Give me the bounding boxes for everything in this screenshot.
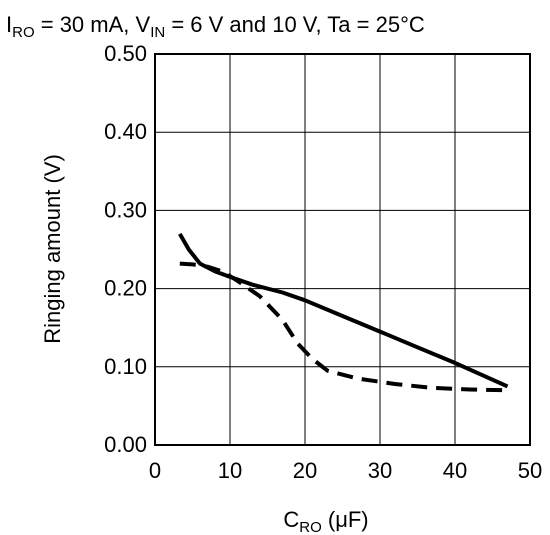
y-tick-labels: 0.00 0.10 0.20 0.30 0.40 0.50 (104, 41, 147, 457)
title-current-value: = 30 mA, (35, 12, 136, 37)
series-line-solid (178, 232, 509, 389)
y-tick-label: 0.50 (104, 41, 147, 66)
series-group (178, 232, 509, 393)
x-tick-label: 40 (443, 458, 467, 483)
y-tick-label: 0.40 (104, 119, 147, 144)
x-axis-unit: (μF) (322, 507, 369, 532)
chart-title: IRO = 30 mA, VIN = 6 V and 10 V, Ta = 25… (6, 12, 425, 41)
plot-frame (154, 53, 531, 446)
grid-lines (155, 54, 530, 445)
series-line-dashed (179, 261, 508, 393)
title-voltage-subscript: IN (150, 24, 165, 41)
title-current-symbol: I (6, 12, 12, 37)
title-voltage-value: = 6 V and 10 V, Ta = 25°C (165, 12, 425, 37)
x-tick-label: 50 (518, 458, 542, 483)
title-current-subscript: RO (12, 24, 35, 41)
x-tick-label: 20 (293, 458, 317, 483)
y-tick-label: 0.10 (104, 354, 147, 379)
y-tick-label: 0.00 (104, 432, 147, 457)
x-axis-label: CRO (μF) (283, 507, 368, 535)
y-axis-label: Ringing amount (V) (40, 154, 65, 344)
x-tick-label: 0 (149, 458, 161, 483)
x-axis-subscript: RO (299, 519, 322, 535)
x-tick-label: 30 (368, 458, 392, 483)
x-tick-label: 10 (218, 458, 242, 483)
y-tick-label: 0.20 (104, 276, 147, 301)
x-axis-symbol: C (283, 507, 299, 532)
x-tick-labels: 0 10 20 30 40 50 (149, 458, 542, 483)
title-voltage-symbol: V (136, 12, 151, 37)
y-tick-label: 0.30 (104, 197, 147, 222)
